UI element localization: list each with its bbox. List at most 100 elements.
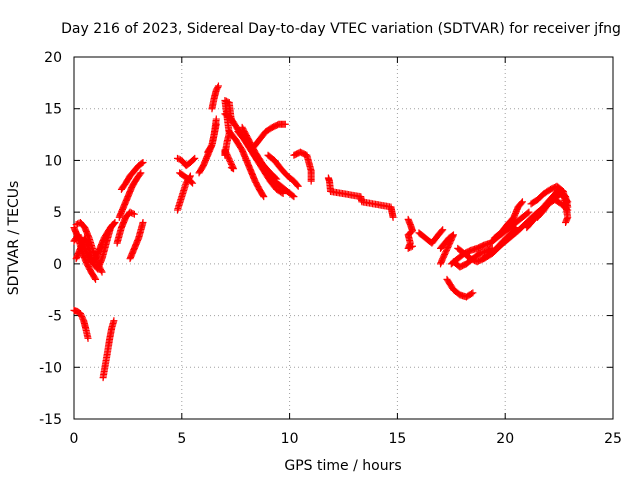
data-point (293, 181, 301, 189)
data-point (281, 120, 289, 128)
series-track-20 (234, 127, 281, 183)
series-track-13 (176, 169, 197, 187)
data-point (407, 243, 415, 251)
x-tick-label: 25 (604, 431, 622, 447)
x-tick-label: 5 (177, 431, 186, 447)
data-point (518, 199, 526, 207)
data-point (290, 193, 298, 201)
data-point (190, 155, 198, 163)
data-point (110, 317, 118, 325)
series-track-11 (173, 172, 194, 214)
axis-ticks (73, 56, 614, 420)
x-tick-labels: 0 5 10 15 20 25 (70, 431, 622, 447)
series-track-24 (221, 96, 238, 173)
data-point (137, 169, 145, 177)
series-track-10 (126, 218, 147, 263)
series-track-4 (72, 218, 119, 273)
series-track-36 (527, 182, 572, 226)
data-point (438, 227, 446, 235)
data-point (136, 170, 144, 178)
data-point (227, 117, 235, 125)
data-point (563, 205, 571, 213)
data-point (91, 274, 99, 282)
y-tick-label: -15 (39, 412, 62, 428)
data-point (272, 174, 280, 182)
data-points (70, 82, 572, 382)
data-point (110, 220, 118, 228)
series-track-25 (324, 174, 397, 221)
series-track-23 (290, 148, 315, 185)
data-point (562, 218, 570, 226)
series-track-21 (249, 120, 289, 152)
data-point (307, 177, 315, 185)
data-point (189, 179, 197, 187)
series-track-12 (173, 154, 199, 170)
x-axis-label: GPS time / hours (284, 458, 401, 474)
y-tick-label: -5 (48, 309, 62, 325)
x-tick-label: 20 (496, 431, 514, 447)
data-point (468, 290, 476, 298)
y-tick-label: 15 (44, 102, 62, 118)
series-track-9 (113, 208, 138, 247)
y-tick-label: -10 (39, 360, 62, 376)
series-track-30 (447, 208, 533, 268)
data-point (564, 206, 572, 214)
data-point (191, 154, 199, 162)
data-point (437, 260, 445, 268)
series-track-6 (99, 317, 118, 382)
data-point (525, 208, 533, 216)
y-tick-label: 0 (53, 257, 62, 273)
data-point (518, 198, 526, 206)
data-point (214, 83, 222, 91)
data-point (129, 210, 137, 218)
series-track-15 (208, 82, 222, 113)
y-tick-labels: -15 -10 -5 0 5 10 15 20 (39, 50, 62, 428)
data-point (98, 268, 106, 276)
data-point (524, 209, 532, 217)
x-tick-label: 15 (388, 431, 406, 447)
series-track-16 (204, 115, 220, 156)
data-point (139, 218, 147, 226)
data-point (439, 226, 447, 234)
series-track-29 (443, 275, 477, 301)
x-tick-label: 0 (70, 431, 79, 447)
series-track-26 (404, 215, 416, 252)
data-point (138, 159, 146, 167)
series-track-28 (437, 231, 457, 268)
y-axis-label: SDTVAR / TECUs (6, 181, 22, 296)
y-tick-label: 20 (44, 50, 62, 66)
grid-lines (74, 57, 613, 419)
data-point (214, 82, 222, 90)
data-point (139, 158, 147, 166)
series-track-32 (449, 244, 496, 271)
data-point (130, 210, 138, 218)
series-track-7 (117, 158, 147, 193)
data-point (289, 192, 297, 200)
series-track-22 (264, 151, 302, 190)
data-point (260, 193, 268, 201)
plot-frame (73, 56, 614, 420)
data-point (212, 115, 220, 123)
series-track-27 (415, 226, 447, 247)
x-tick-label: 10 (281, 431, 299, 447)
series-track-18 (225, 127, 268, 201)
y-tick-label: 5 (53, 205, 62, 221)
chart-title: Day 216 of 2023, Sidereal Day-to-day VTE… (61, 21, 621, 37)
series-track-8 (115, 169, 145, 221)
data-point (259, 191, 267, 199)
series-track-5 (70, 306, 92, 342)
data-point (273, 175, 281, 183)
data-point (469, 289, 477, 297)
data-point (408, 242, 416, 250)
series-track-37 (534, 196, 572, 221)
data-point (97, 267, 105, 275)
data-point (92, 275, 100, 283)
series-track-34 (490, 198, 526, 242)
data-point (188, 178, 196, 186)
data-point (389, 213, 397, 221)
y-tick-label: 10 (44, 153, 62, 169)
data-point (111, 218, 119, 226)
data-point (84, 334, 92, 342)
data-point (294, 182, 302, 190)
